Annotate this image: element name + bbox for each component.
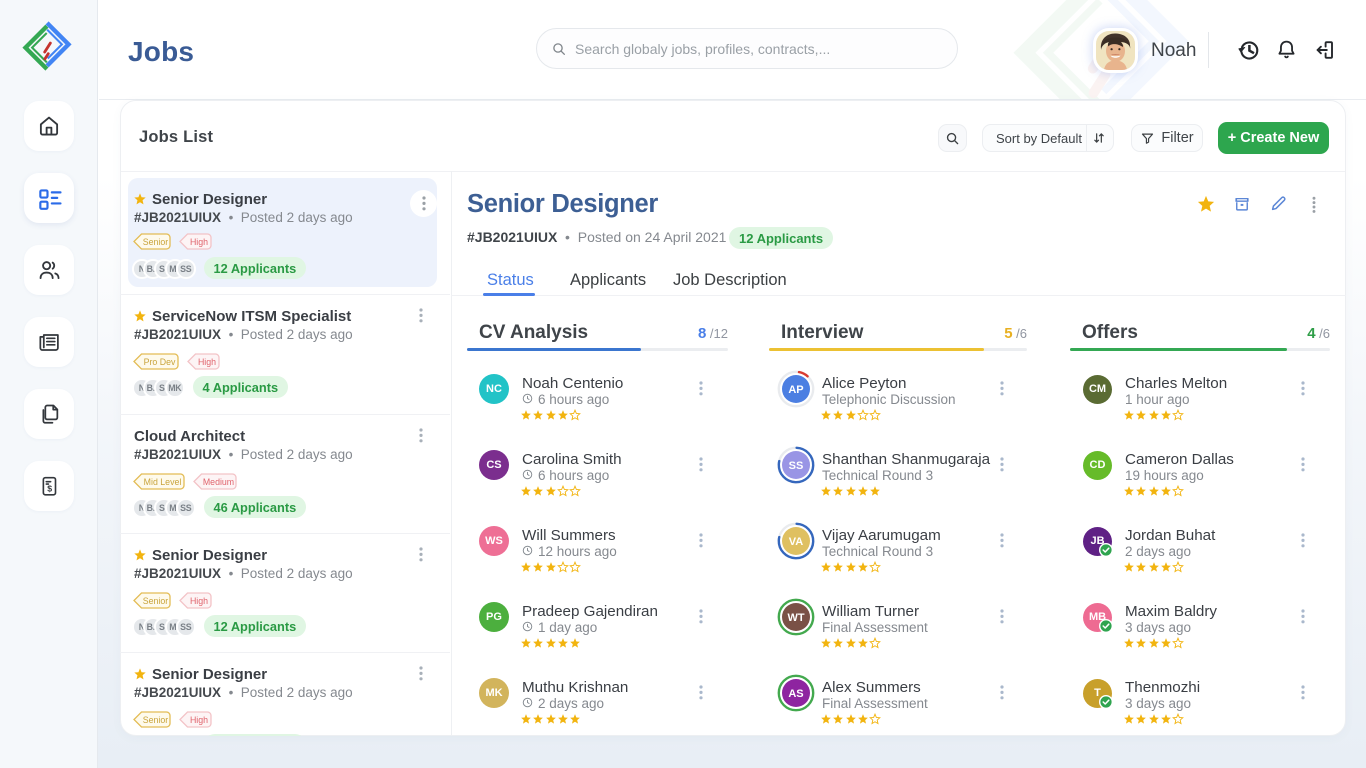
svg-text:VA: VA (789, 536, 804, 548)
svg-text:AP: AP (788, 384, 803, 396)
svg-text:WT: WT (787, 612, 804, 624)
svg-text:$: $ (47, 484, 52, 494)
svg-text:SS: SS (789, 460, 804, 472)
svg-text:AS: AS (788, 688, 803, 700)
